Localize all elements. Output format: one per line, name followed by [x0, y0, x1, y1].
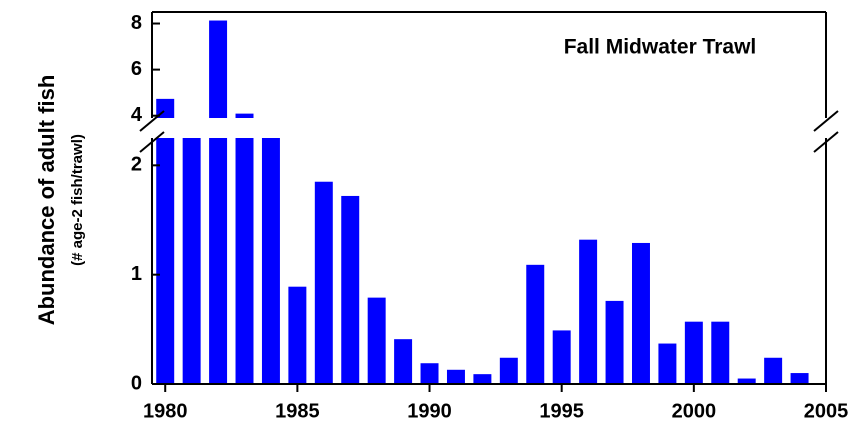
bar [658, 343, 677, 384]
bar [579, 239, 598, 384]
bar [341, 195, 360, 384]
bar [314, 181, 333, 384]
bar [367, 297, 386, 384]
bar [737, 378, 756, 384]
bar [446, 369, 465, 384]
bar [684, 321, 703, 384]
bar [235, 113, 254, 118]
y-tick-label: 6 [131, 58, 142, 80]
y-tick-label: 0 [131, 372, 142, 394]
y-axis-label: Abundance of adult fish [34, 75, 59, 326]
y-tick-label: 2 [131, 154, 142, 176]
bar [711, 321, 730, 384]
x-tick-label: 1980 [143, 400, 188, 422]
bar [473, 374, 492, 384]
bar [552, 330, 571, 384]
bar [182, 138, 201, 384]
x-tick-label: 1985 [275, 400, 320, 422]
bar [605, 300, 624, 384]
bar [209, 138, 228, 384]
axis-break [813, 110, 839, 132]
bar [499, 357, 518, 384]
x-tick-label: 2005 [804, 400, 849, 422]
bar [631, 242, 650, 384]
bar [526, 264, 545, 384]
y-tick-label: 1 [131, 263, 142, 285]
annotation: Fall Midwater Trawl [564, 36, 757, 59]
y-tick-label: 8 [131, 12, 142, 34]
x-tick-label: 1990 [407, 400, 452, 422]
y-axis-sublabel: (# age-2 fish/trawl) [69, 134, 86, 266]
bar [764, 357, 783, 384]
bar [420, 363, 439, 384]
axis-break [139, 131, 165, 153]
axis-break [139, 110, 165, 132]
y-tick-label: 4 [131, 104, 143, 126]
bar [394, 339, 413, 384]
x-tick-label: 1995 [539, 400, 584, 422]
bar [790, 373, 809, 384]
x-tick-label: 2000 [672, 400, 717, 422]
axis-break [813, 131, 839, 153]
bar [156, 138, 175, 384]
bar [235, 138, 254, 384]
bar [288, 286, 307, 384]
bar [209, 20, 228, 119]
bar [261, 138, 280, 384]
